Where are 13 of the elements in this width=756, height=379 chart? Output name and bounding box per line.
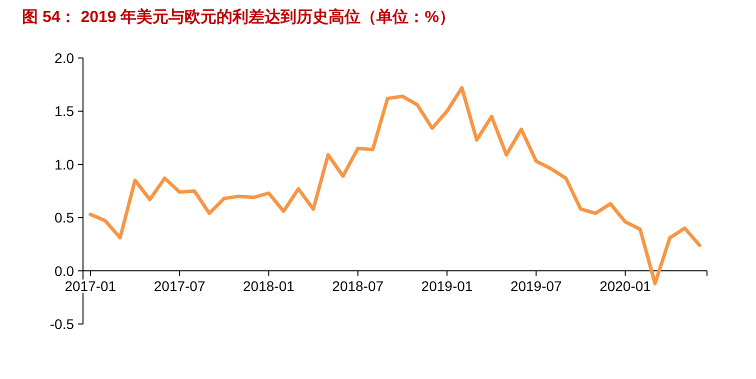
x-tick-label: 2020-01 [600, 278, 652, 294]
y-tick-label: -0.5 [50, 316, 74, 332]
x-tick-label: 2019-01 [421, 278, 473, 294]
y-tick-label: 1.0 [54, 156, 74, 172]
y-tick-label: 2.0 [54, 50, 74, 66]
y-tick-label: 1.5 [54, 103, 74, 120]
x-tick-label: 2018-07 [332, 278, 384, 294]
y-tick-label: 0.0 [54, 262, 74, 279]
x-tick-label: 2019-07 [510, 278, 562, 294]
x-tick-label: 2018-01 [243, 278, 295, 294]
x-tick-label: 2017-07 [154, 278, 206, 294]
title: 图 54： 2019 年美元与欧元的利差达到历史高位（单位：%） [22, 9, 455, 26]
y-tick-label: 0.5 [54, 210, 74, 226]
